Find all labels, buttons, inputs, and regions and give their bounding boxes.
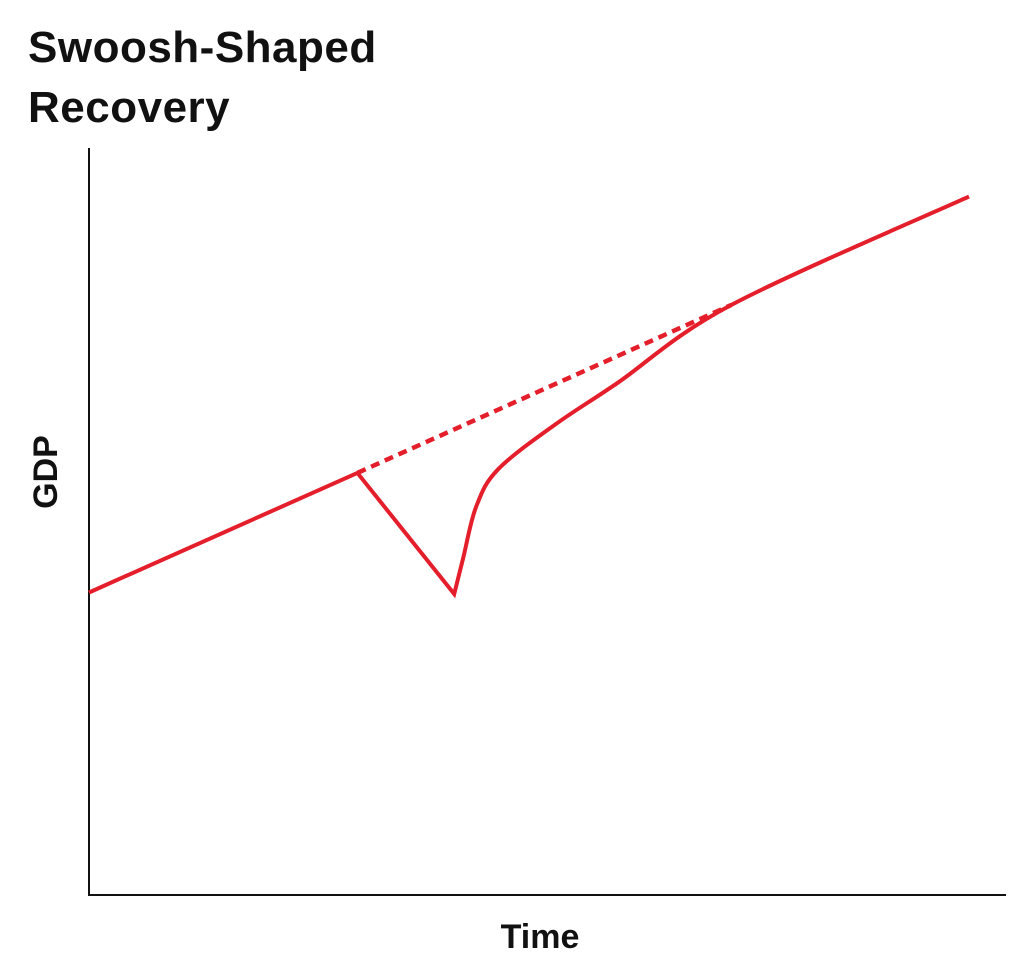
chart-title-line-1: Swoosh-Shaped [28, 23, 377, 72]
gdp-line [88, 194, 970, 599]
chart-title-line-2: Recovery [28, 83, 231, 132]
x-axis-title: Time [501, 918, 580, 956]
chart-title: Swoosh-Shaped Recovery [28, 18, 377, 138]
y-axis-title: GDP [27, 435, 65, 509]
series-layer [88, 194, 970, 599]
trend-line-dashed [356, 302, 733, 475]
